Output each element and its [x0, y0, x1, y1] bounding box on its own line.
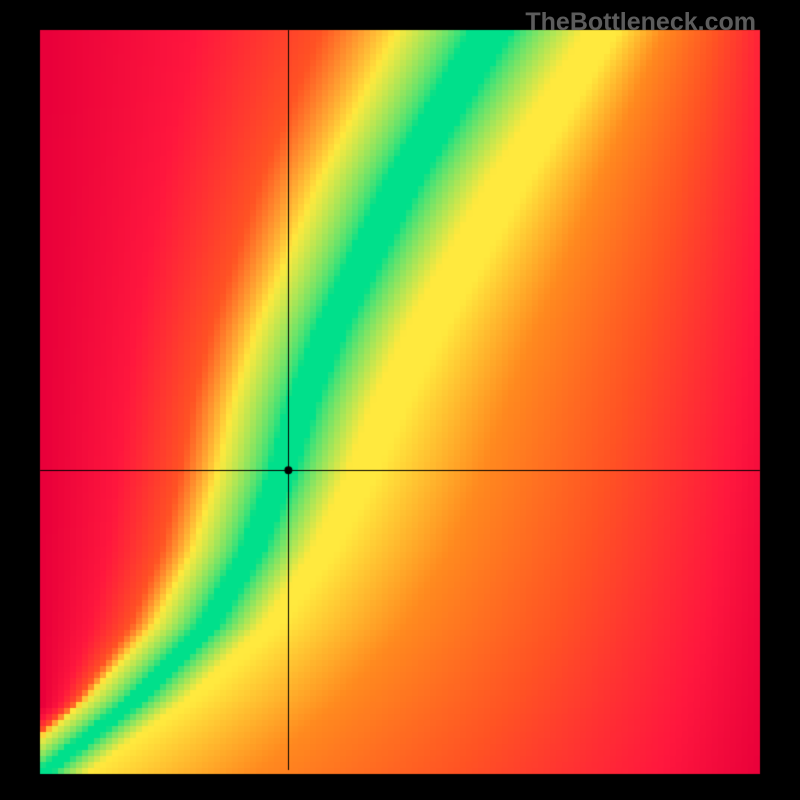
overlay-canvas — [0, 0, 800, 800]
watermark-text: TheBottleneck.com — [525, 8, 756, 37]
